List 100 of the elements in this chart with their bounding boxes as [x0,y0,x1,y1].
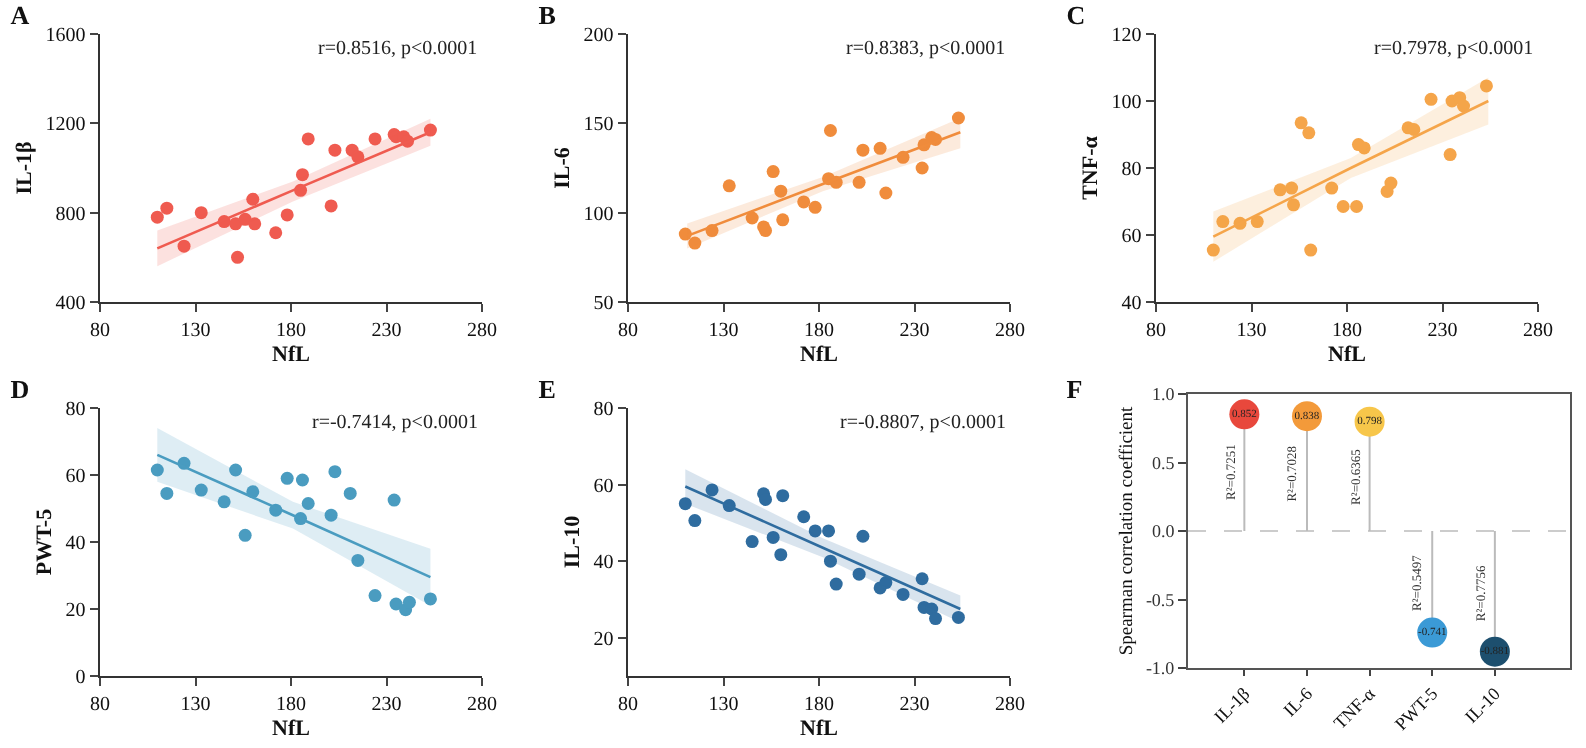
x-tick-label: 180 [1332,320,1362,343]
point [328,143,342,157]
x-tick-label: 230 [371,694,402,717]
point [280,471,294,485]
y-tick-label: 60 [1121,226,1142,248]
point [915,161,929,175]
x-tick-label: 280 [467,320,497,343]
x-tick-label: 80 [618,320,638,343]
y-tick-label: 40 [65,533,86,555]
point [776,489,790,503]
point [280,208,294,222]
annotation: r=0.8516, p<0.0001 [318,38,478,60]
point [1250,215,1264,229]
y-tick-label: 1600 [45,25,86,47]
point [150,210,164,224]
point [1273,183,1287,197]
x-tick-label: 130 [708,694,739,717]
point [1216,215,1230,229]
y-tick-label: 40 [593,552,614,575]
point [1336,200,1350,214]
annotation: r=-0.8807, p<0.0001 [840,412,1006,434]
x-tick-label: IL-6 [1279,682,1317,721]
y-tick-label: 120 [1111,25,1142,47]
x-tick-label: 80 [90,320,110,343]
y-tick-label: 0.0 [1151,521,1176,542]
point [797,195,811,209]
x-tick-label: 180 [276,694,306,717]
point [774,548,788,562]
y-axis-title: PWT-5 [33,507,58,576]
chart-title: E [538,373,556,404]
point [759,493,773,506]
annotation: r=0.8383, p<0.0001 [846,38,1006,60]
point [1357,141,1371,155]
y-tick-label: 1.0 [1151,384,1176,405]
point [896,587,910,601]
x-tick-label: 180 [804,320,834,343]
x-tick-label: 230 [899,694,930,717]
point [745,211,759,225]
point [301,132,315,146]
x-tick-label: 130 [180,320,211,343]
point [856,143,870,157]
point [776,213,790,227]
y-tick-label: 100 [1111,92,1142,114]
y-tick-label: 800 [55,203,86,226]
point [194,483,208,497]
point [1206,243,1220,257]
point [678,497,692,511]
point [217,495,231,509]
point [229,463,243,477]
point [248,217,262,231]
point [194,206,208,220]
point [1407,122,1421,136]
point [295,168,309,182]
point [852,175,866,189]
point [160,486,174,500]
chart-title: F [1066,373,1083,404]
annotation: r=0.7978, p<0.0001 [1374,38,1534,60]
y-tick-label: 40 [1121,293,1142,315]
point [852,567,866,581]
x-tick-label: 180 [804,694,834,717]
x-tick-label: 130 [180,694,211,717]
x-tick-label: 130 [1236,320,1267,343]
point [343,486,357,500]
point [177,239,191,253]
y-tick-label: 60 [65,466,86,488]
point [324,199,338,213]
y-axis-title: Spearman correlation coefficient [1118,405,1139,656]
annotation: r=-0.7414, p<0.0001 [312,412,478,434]
point [808,524,822,538]
point [1457,99,1471,113]
point [1302,126,1316,140]
x-axis-title: NfL [800,342,838,367]
point [229,217,243,231]
point [160,201,174,215]
point [951,610,965,624]
point [915,572,929,586]
y-tick-label: 80 [593,399,614,421]
point [829,577,843,591]
chart-title: C [1066,0,1086,30]
point [1443,148,1457,162]
chart-title: D [10,373,30,404]
point [823,554,837,568]
point [246,192,260,206]
point [856,529,870,543]
point [1479,79,1493,93]
point [324,508,338,522]
chart-title: A [10,0,31,30]
point [745,535,759,549]
point [873,141,887,155]
x-tick-label: 280 [467,694,497,717]
point [879,576,893,590]
y-tick-label: 50 [593,293,614,315]
y-tick-label: 0.5 [1151,452,1176,473]
point [387,493,401,507]
y-tick-label: 150 [583,114,614,137]
point [705,483,719,497]
y-tick-label: 80 [65,399,86,421]
x-tick-label: 130 [708,320,739,343]
point [951,111,965,125]
x-tick-label: 80 [618,694,638,717]
